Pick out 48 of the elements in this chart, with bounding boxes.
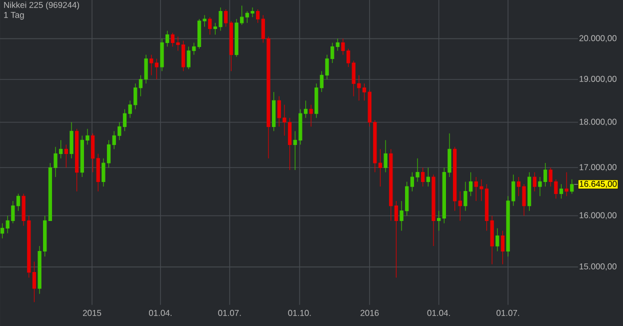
candlestick [532,172,536,192]
x-tick-label: 01.07. [218,310,241,316]
candlestick [314,83,318,118]
y-tick-label: 20.000,00 [579,35,616,42]
candlestick [75,128,79,192]
candlestick [452,146,457,212]
candlestick [389,148,393,222]
candlestick [272,92,276,132]
text: 1 Tag [4,12,24,20]
candlestick [229,20,234,72]
candlestick [0,222,4,239]
x-tick-label: 2016 [360,310,379,316]
y-tick-label: 15.000,00 [580,263,616,270]
y-tick-label: 19.000,00 [580,76,616,83]
candlestick [458,191,462,222]
chart-title: Nikkei 225 (969244) [4,2,80,10]
candlestick [432,174,436,246]
candlestick [256,9,260,24]
x-tick-label: 01.07. [496,310,520,316]
x-tick-label: 01.04. [427,310,450,316]
candlestick [394,200,398,278]
candlestick [336,38,340,52]
candlestick [90,133,95,173]
x-tick-label: 01.10. [288,310,311,316]
candlestick [527,172,532,212]
candlestick [154,58,158,80]
x-tick-label: 2015 [83,310,102,316]
y-tick-label: 18.000,00 [580,118,616,126]
candlestick [564,172,568,196]
candlestick [96,153,100,192]
candlestick [150,54,154,76]
candlestick [208,16,212,35]
y-tick-label: 17.000,00 [580,164,616,172]
candlestick [570,179,574,194]
x-tick-label: 01.04. [148,310,172,316]
candlestick [309,104,313,127]
candlestick [70,122,74,159]
candlestick [64,144,68,168]
candlestick [384,140,388,173]
candlestick [500,230,505,265]
candlestick [421,167,425,187]
candlestick [224,9,228,28]
y-tick-label: 16.000,00 [580,212,616,220]
candlestick [437,210,441,232]
candlestick [496,228,500,252]
candlestick [426,167,430,187]
annotation: 16.645,00 [580,180,617,188]
candlestick [559,184,564,199]
